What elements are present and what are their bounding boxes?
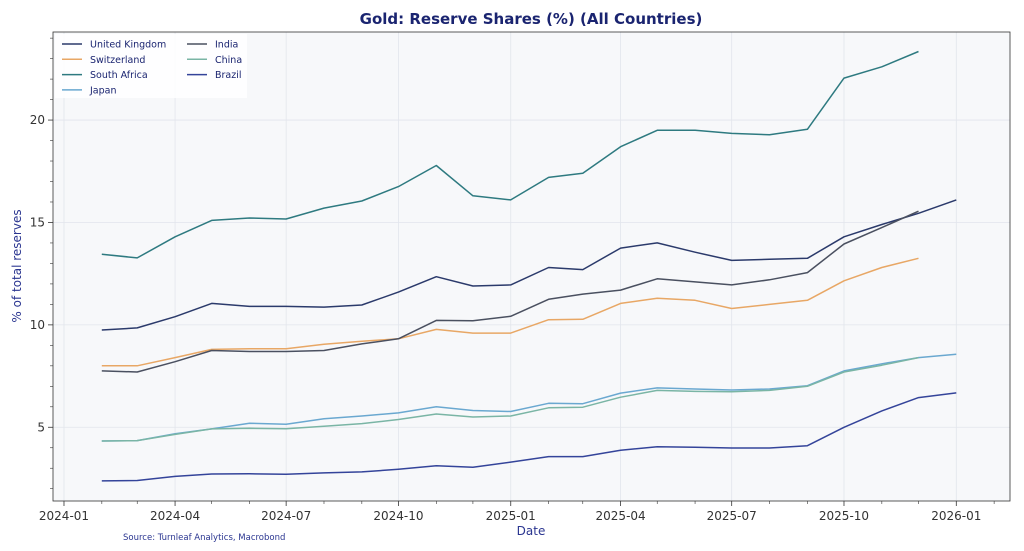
plot-area bbox=[53, 32, 1010, 501]
x-tick-label: 2025-04 bbox=[596, 509, 646, 523]
y-tick-label: 20 bbox=[30, 113, 45, 127]
y-tick-label: 5 bbox=[37, 420, 45, 434]
legend-label: Japan bbox=[89, 85, 117, 96]
legend-label: South Africa bbox=[90, 70, 148, 81]
x-tick-label: 2024-10 bbox=[373, 509, 423, 523]
legend-box bbox=[55, 34, 247, 98]
series-line-brazil bbox=[101, 392, 957, 482]
grid bbox=[53, 32, 1010, 501]
legend-label: United Kingdom bbox=[90, 40, 166, 51]
y-tick-label: 10 bbox=[30, 318, 45, 332]
series-line-switzerland bbox=[101, 257, 919, 367]
x-tick-label: 2025-07 bbox=[707, 509, 757, 523]
series-line-united-kingdom bbox=[101, 199, 957, 331]
x-tick-label: 2025-10 bbox=[819, 509, 869, 523]
legend-item: Japan bbox=[62, 85, 117, 96]
legend: United Kingdom Switzerland South Africa Jap… bbox=[55, 34, 247, 98]
y-tick-label: 15 bbox=[30, 215, 45, 229]
series-group bbox=[101, 50, 957, 482]
legend-item: Brazil bbox=[187, 70, 242, 81]
x-axis: 2024-01 2024-04 2024-07 2024-10 2025-01 2025-… bbox=[39, 501, 995, 523]
y-axis: 5 10 15 20 bbox=[30, 37, 53, 490]
legend-item: United Kingdom bbox=[62, 40, 166, 51]
series-line-china bbox=[101, 356, 919, 442]
x-tick-label: 2025-01 bbox=[486, 509, 536, 523]
legend-item: China bbox=[187, 55, 242, 66]
legend-label: Switzerland bbox=[90, 55, 145, 66]
x-axis-label: Date bbox=[517, 524, 546, 538]
x-tick-label: 2026-01 bbox=[931, 509, 981, 523]
series-line-south-africa bbox=[101, 50, 919, 259]
legend-item: Switzerland bbox=[62, 55, 145, 66]
x-tick-label: 2024-07 bbox=[261, 509, 311, 523]
legend-item: South Africa bbox=[62, 70, 148, 81]
x-tick-label: 2024-01 bbox=[39, 509, 89, 523]
legend-item: India bbox=[187, 40, 238, 51]
series-line-india bbox=[101, 210, 919, 373]
plot-frame bbox=[52, 31, 1011, 502]
legend-label: Brazil bbox=[215, 70, 242, 81]
legend-label: China bbox=[215, 55, 242, 66]
y-axis-label: % of total reserves bbox=[10, 209, 24, 322]
x-tick-label: 2024-04 bbox=[150, 509, 200, 523]
source-note: Source: Turnleaf Analytics, Macrobond bbox=[123, 533, 285, 543]
legend-label: India bbox=[215, 40, 238, 51]
chart-title: Gold: Reserve Shares (%) (All Countries) bbox=[360, 10, 703, 28]
